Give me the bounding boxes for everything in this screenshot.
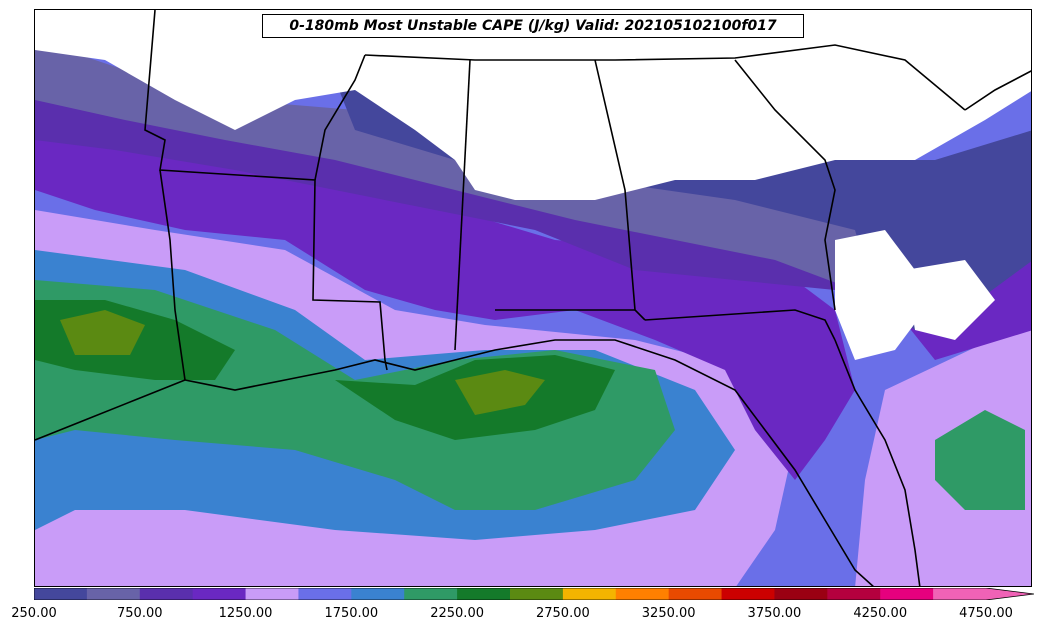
cape-band-olive (60, 310, 145, 355)
colorbar-segment (404, 588, 458, 600)
colorbar-segment (510, 588, 564, 600)
colorbar-tick-label: 2750.00 (535, 606, 590, 621)
colorbar-tick-label: 1750.00 (324, 606, 379, 621)
map-panel (34, 9, 1032, 587)
colorbar-segment (34, 588, 88, 600)
colorbar-tick-label: 250.00 (11, 606, 57, 621)
colorbar-tick-label: 4750.00 (959, 606, 1013, 621)
colorbar-segment (562, 588, 617, 600)
colorbar-tick-label: 2250.00 (430, 606, 484, 621)
colorbar-segment (298, 588, 352, 600)
colorbar-segment (245, 588, 299, 600)
cape-band-seagreen-east (935, 410, 1025, 510)
colorbar-extend-arrow (986, 588, 1034, 600)
map-title: 0-180mb Most Unstable CAPE (J/kg) Valid:… (262, 14, 804, 38)
colorbar-segment (721, 588, 775, 600)
cape-band-olive-gulf (455, 370, 545, 415)
colorbar-segment (86, 588, 141, 600)
cape-region-none-north (35, 10, 1031, 200)
colorbar-segment (774, 588, 828, 600)
colorbar-segment (615, 588, 670, 600)
colorbar-segment (457, 588, 511, 600)
cape-region-none-atlantic (905, 260, 995, 340)
colorbar-segment (668, 588, 723, 600)
colorbar-segment (827, 588, 881, 600)
colorbar-tick-label: 750.00 (117, 606, 163, 621)
colorbar-tick-label: 3250.00 (641, 606, 696, 621)
state-borders (35, 10, 1031, 586)
cape-map (35, 10, 1031, 586)
cape-band-violet (35, 90, 855, 480)
colorbar-segment (351, 588, 405, 600)
colorbar-segment (880, 588, 934, 600)
colorbar-segment (139, 588, 194, 600)
colorbar-tick-label: 1250.00 (218, 606, 273, 621)
colorbar-segment (933, 588, 987, 600)
colorbar (34, 588, 1034, 600)
colorbar-tick-label: 4250.00 (853, 606, 908, 621)
cape-region-none-florida (835, 230, 925, 360)
colorbar-outline (34, 588, 1034, 600)
colorbar-tick-label: 3750.00 (747, 606, 802, 621)
colorbar-segment (192, 588, 247, 600)
